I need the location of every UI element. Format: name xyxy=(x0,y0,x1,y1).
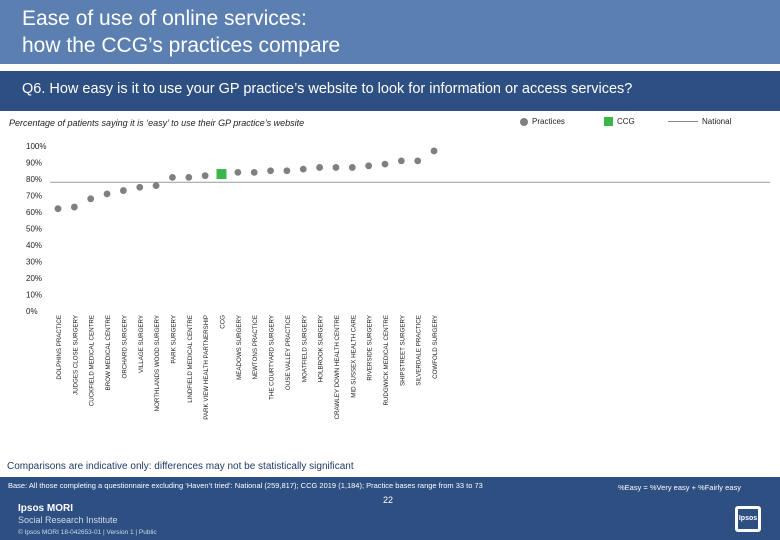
copyright-text: © Ipsos MORI 18-042653-01 | Version 1 | … xyxy=(18,529,157,536)
practice-point xyxy=(201,172,209,180)
category-label: MEADOWS SURGERY xyxy=(236,315,243,380)
question-text: Q6. How easy is it to use your GP practi… xyxy=(22,81,633,97)
category-label: MID SUSSEX HEALTH CARE xyxy=(350,315,357,398)
practice-dot-icon xyxy=(520,117,528,126)
practice-point xyxy=(120,187,127,194)
category-label: COWFOLD SURGERY xyxy=(432,315,439,379)
practice-point xyxy=(332,164,340,171)
ccg-point xyxy=(216,169,227,180)
logo-ipsos-mori: Ipsos MORI xyxy=(18,503,74,514)
category-label: MOATFIELD SURGERY xyxy=(301,315,308,382)
y-tick-label: 30% xyxy=(26,258,42,267)
legend-practices-label: Practices xyxy=(532,117,565,126)
practice-point xyxy=(283,167,291,175)
practice-point xyxy=(250,169,258,176)
page-title: Ease of use of online services: how the … xyxy=(22,7,341,57)
ipsos-logo-icon: Ipsos xyxy=(735,506,761,532)
category-label: ORCHARD SURGERY xyxy=(121,315,128,379)
category-label: OUSE VALLEY PRACTICE xyxy=(285,315,292,390)
chart-area: 0% 10% 20% 30% 40% 50% 60% 70% 80% 90% 100% DOLPHIN… xyxy=(26,142,770,420)
legend-ccg: CCG xyxy=(604,117,635,126)
practice-point xyxy=(414,157,422,165)
category-label: CRAWLEY DOWN HEALTH CENTRE xyxy=(334,315,341,419)
category-label: CUCKFIELD MEDICAL CENTRE xyxy=(89,315,96,406)
legend-practices: Practices xyxy=(520,117,565,126)
y-tick-label: 60% xyxy=(26,208,42,217)
category-label: VILLAGE SURGERY xyxy=(138,315,145,373)
category-label: DOLPHINS PRACTICE xyxy=(56,315,63,380)
header-bar: Ease of use of online services: how the … xyxy=(0,0,780,64)
national-line-icon xyxy=(668,121,698,122)
category-label: LINDFIELD MEDICAL CENTRE xyxy=(187,315,194,403)
page-number: 22 xyxy=(383,495,394,505)
practice-point xyxy=(299,165,307,173)
chart-subtitle: Percentage of patients saying it is ‘eas… xyxy=(9,118,305,128)
practice-point xyxy=(348,164,356,171)
y-tick-label: 0% xyxy=(26,307,38,316)
practice-point xyxy=(185,173,193,181)
category-label: CCG xyxy=(220,315,227,329)
practice-point xyxy=(365,162,373,170)
easy-definition-note: %Easy = %Very easy + %Fairly easy xyxy=(618,483,741,492)
y-tick-label: 90% xyxy=(26,159,42,168)
practice-point xyxy=(70,203,78,211)
y-tick-label: 80% xyxy=(26,175,42,184)
practice-point xyxy=(397,157,405,165)
category-label: RUDGWICK MEDICAL CENTRE xyxy=(383,315,390,406)
chart-legend: Practices CCG National xyxy=(520,117,770,131)
practice-point xyxy=(316,164,323,171)
y-tick-label: 70% xyxy=(26,192,42,201)
practice-point xyxy=(430,147,438,155)
category-label: PARK SURGERY xyxy=(170,315,177,364)
practice-point xyxy=(87,195,95,203)
practice-point xyxy=(152,182,160,189)
base-text: Base: All those completing a questionnai… xyxy=(8,481,483,490)
logo-sri: Social Research Institute xyxy=(18,515,118,525)
category-label: SHIPSTREET SURGERY xyxy=(399,315,406,386)
category-label: HOLBROOK SURGERY xyxy=(318,315,325,382)
practice-point xyxy=(234,169,242,176)
category-label: THE COURTYARD SURGERY xyxy=(269,315,276,400)
category-label: BROW MEDICAL CENTRE xyxy=(105,315,112,390)
practice-point xyxy=(169,173,176,181)
y-tick-label: 100% xyxy=(26,142,46,151)
significance-note: Comparisons are indicative only: differe… xyxy=(7,461,354,472)
category-label: NEWTONS PRACTICE xyxy=(252,315,259,380)
question-bar: Q6. How easy is it to use your GP practi… xyxy=(0,71,780,111)
footer-bar: Base: All those completing a questionnai… xyxy=(0,477,780,540)
legend-ccg-label: CCG xyxy=(617,117,635,126)
category-label: NORTHLANDS WOOD SURGERY xyxy=(154,315,161,411)
ccg-square-icon xyxy=(604,117,613,126)
category-label: PARK VIEW HEALTH PARTNERSHIP xyxy=(203,315,210,420)
practice-point xyxy=(54,205,62,213)
category-label: JUDGES CLOSE SURGERY xyxy=(72,315,79,395)
category-label: RIVERSIDE SURGERY xyxy=(367,315,374,381)
y-tick-label: 50% xyxy=(26,225,42,234)
practice-point xyxy=(136,183,144,191)
ipsos-logo-text: Ipsos xyxy=(738,509,758,529)
y-tick-label: 20% xyxy=(26,274,42,283)
practice-point xyxy=(381,160,389,168)
y-tick-label: 10% xyxy=(26,291,42,300)
y-tick-label: 40% xyxy=(26,241,42,250)
legend-national: National xyxy=(668,117,731,126)
practice-point xyxy=(103,190,111,198)
category-label: SILVERDALE PRACTICE xyxy=(416,315,423,386)
practice-point xyxy=(267,167,274,175)
legend-national-label: National xyxy=(702,117,732,126)
